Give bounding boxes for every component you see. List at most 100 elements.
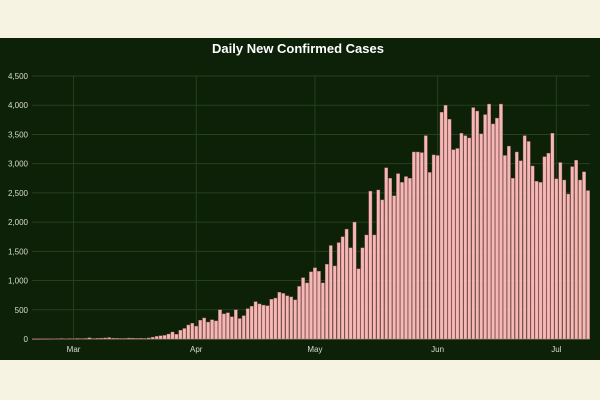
- bar: [586, 190, 590, 340]
- bar: [427, 172, 432, 340]
- bar: [522, 135, 527, 340]
- bar: [356, 268, 361, 340]
- bar: [67, 338, 72, 340]
- bar: [162, 335, 167, 340]
- bar: [423, 135, 428, 340]
- bar: [518, 160, 523, 340]
- bar: [178, 330, 183, 340]
- bar: [475, 110, 480, 340]
- bar: [325, 263, 329, 340]
- bar: [380, 199, 385, 340]
- bar: [507, 145, 511, 340]
- bar: [32, 338, 36, 340]
- bar: [431, 154, 436, 340]
- bar: [336, 242, 341, 340]
- bar: [534, 180, 539, 340]
- bar: [44, 338, 48, 340]
- bar: [210, 319, 214, 340]
- y-tick-label: 1,500: [8, 247, 29, 256]
- bar: [435, 155, 440, 340]
- bar: [75, 338, 80, 340]
- bar: [245, 308, 250, 340]
- chart-title: Daily New Confirmed Cases: [212, 41, 384, 56]
- bar: [332, 265, 337, 340]
- daily-cases-chart: Daily New Confirmed Cases 0 500 1,000 1,500…: [8, 41, 590, 354]
- bar: [111, 337, 115, 340]
- bar: [558, 162, 563, 340]
- bar: [344, 228, 349, 340]
- bar: [455, 148, 460, 340]
- bar: [570, 166, 575, 340]
- bar: [79, 338, 84, 340]
- bar: [364, 234, 369, 340]
- bar: [127, 337, 131, 340]
- bar: [131, 337, 135, 340]
- bar: [182, 328, 187, 340]
- bar: [396, 173, 400, 340]
- bar: [190, 323, 195, 340]
- bar: [309, 271, 313, 340]
- bar: [348, 247, 353, 340]
- y-tick-label: 3,500: [8, 130, 29, 139]
- bar: [186, 324, 191, 340]
- y-tick-label: 2,000: [8, 218, 29, 227]
- y-tick-label: 4,500: [8, 72, 29, 81]
- bar: [313, 267, 317, 340]
- bar: [257, 303, 262, 340]
- bar: [321, 282, 325, 340]
- bar: [154, 336, 159, 340]
- bar: [95, 338, 100, 340]
- y-axis: 0 500 1,000 1,500 2,000 2,500 3,000 3,500 4,000 4…: [8, 72, 29, 344]
- bar: [459, 133, 464, 340]
- y-tick-label: 4,000: [8, 101, 29, 110]
- bar: [471, 107, 476, 340]
- x-axis: Mar Apr May Jun Jul: [67, 345, 562, 354]
- bar: [158, 335, 163, 340]
- bar: [241, 315, 246, 340]
- bar: [281, 293, 286, 340]
- bar: [340, 236, 345, 340]
- bar: [139, 338, 143, 340]
- bar: [194, 325, 199, 340]
- bar: [542, 156, 547, 340]
- bar: [538, 182, 543, 340]
- bar: [237, 318, 242, 340]
- bar: [233, 309, 238, 340]
- bar: [269, 299, 274, 340]
- y-tick-label: 0: [24, 335, 29, 344]
- chart-panel: Daily New Confirmed Cases 0 500 1,000 1,500…: [0, 38, 600, 360]
- bar: [328, 245, 333, 340]
- bar: [451, 149, 456, 340]
- bar: [230, 316, 234, 340]
- bar: [249, 306, 254, 340]
- bar: [566, 193, 571, 340]
- bar: [285, 295, 290, 340]
- x-tick-label: Mar: [67, 345, 81, 354]
- bar: [206, 321, 210, 340]
- bar: [368, 190, 373, 340]
- bar: [83, 338, 88, 340]
- bar: [40, 338, 44, 340]
- bar: [467, 137, 472, 340]
- bar: [218, 309, 222, 340]
- x-tick-label: May: [307, 345, 322, 354]
- bar: [99, 337, 104, 340]
- bar: [408, 178, 412, 340]
- bar: [87, 337, 92, 340]
- bar: [372, 234, 377, 340]
- bar: [123, 338, 127, 340]
- bar: [91, 338, 96, 340]
- bar: [582, 171, 586, 340]
- bar: [55, 338, 60, 340]
- bar: [530, 165, 535, 340]
- bar: [289, 296, 294, 340]
- bar: [443, 105, 448, 340]
- bar: [526, 141, 531, 340]
- bar: [135, 338, 139, 340]
- bar: [293, 299, 297, 340]
- bar: [301, 277, 305, 340]
- bar: [578, 179, 582, 340]
- bar: [392, 195, 396, 340]
- bar: [170, 331, 175, 340]
- bar: [574, 159, 578, 340]
